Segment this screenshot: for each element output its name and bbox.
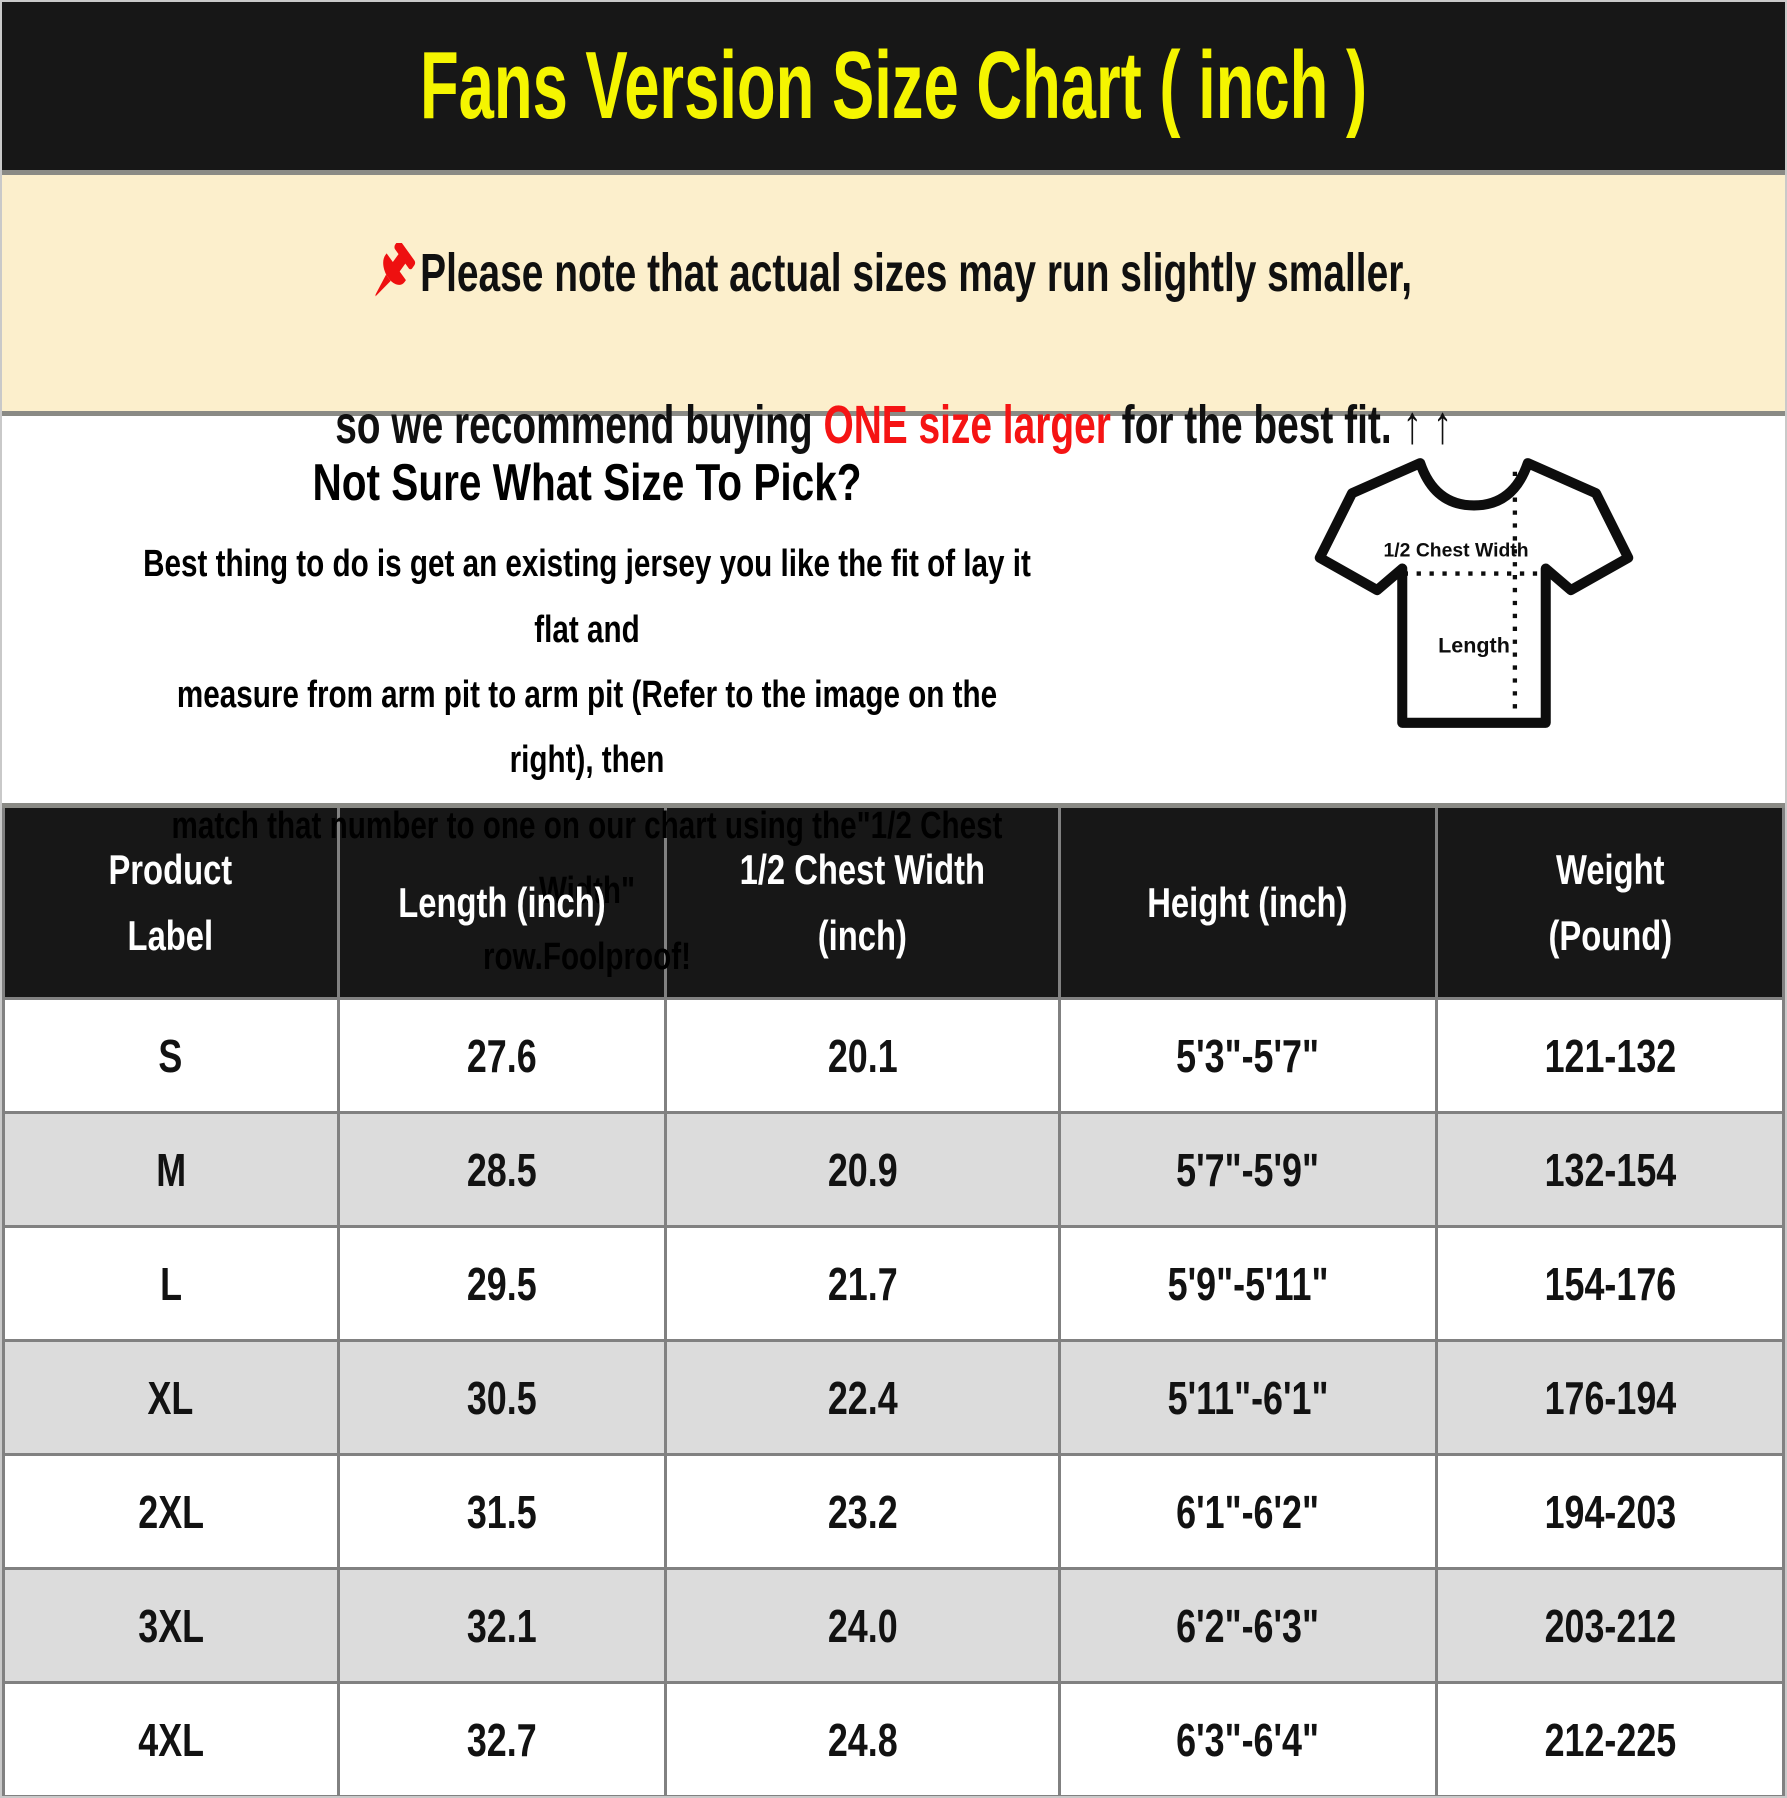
tshirt-measurement-icon: 1/2 Chest Width Length: [1314, 458, 1633, 728]
notice-banner: Please note that actual sizes may run sl…: [2, 170, 1785, 452]
table-header-row: Product Label Length (inch) 1/2 Chest Wi…: [2, 804, 1785, 1000]
sizing-guide-text: Not Sure What Size To Pick? Best thing t…: [2, 416, 1162, 990]
table-cell: 5'7"-5'9": [1057, 1111, 1438, 1228]
table-cell: 24.8: [664, 1681, 1061, 1796]
table-cell: 29.5: [336, 1225, 668, 1342]
col-header-height: Height (inch): [1057, 804, 1438, 1000]
table-cell: 32.7: [336, 1681, 668, 1796]
diagram-chest-label: 1/2 Chest Width: [1383, 539, 1528, 561]
col-header-length: Length (inch): [336, 804, 668, 1000]
table-cell: 27.6: [336, 997, 668, 1114]
table-cell: 132-154: [1434, 1111, 1785, 1228]
title-bar: Fans Version Size Chart ( inch ): [2, 2, 1785, 170]
notice-line-2: so we recommend buying ONE size larger f…: [118, 344, 1669, 452]
table-cell: 3XL: [2, 1567, 340, 1684]
table-cell: 24.0: [664, 1567, 1061, 1684]
table-cell: 4XL: [2, 1681, 340, 1796]
col-header-product-label: Product Label: [2, 804, 340, 1000]
sizing-guide-heading: Not Sure What Size To Pick?: [312, 454, 862, 512]
table-cell: M: [2, 1111, 340, 1228]
table-row: XL 30.5 22.4 5'11"-6'1" 176-194: [2, 1339, 1785, 1456]
table-cell: 23.2: [664, 1453, 1061, 1570]
table-row: L 29.5 21.7 5'9"-5'11" 154-176: [2, 1225, 1785, 1342]
size-table-body: S 27.6 20.1 5'3"-5'7" 121-132 M 28.5 20.9 5'7"-5…: [2, 997, 1785, 1796]
col-header-chest-width: 1/2 Chest Width (inch): [664, 804, 1061, 1000]
table-cell: 21.7: [664, 1225, 1061, 1342]
table-cell: 20.1: [664, 997, 1061, 1114]
pushpin-icon: [373, 189, 415, 310]
table-row: S 27.6 20.1 5'3"-5'7" 121-132: [2, 997, 1785, 1114]
sizing-guide-section: Not Sure What Size To Pick? Best thing t…: [2, 411, 1785, 978]
table-row: 3XL 32.1 24.0 6'2"-6'3" 203-212: [2, 1567, 1785, 1684]
table-cell: 5'9"-5'11": [1057, 1225, 1438, 1342]
table-cell: 154-176: [1434, 1225, 1785, 1342]
table-cell: 22.4: [664, 1339, 1061, 1456]
table-cell: 6'2"-6'3": [1057, 1567, 1438, 1684]
notice-text-2-suffix: for the best fit. ↑ ↑: [1110, 394, 1452, 455]
col-header-weight: Weight (Pound): [1434, 804, 1785, 1000]
sizing-guide-body: Best thing to do is get an existing jers…: [143, 543, 1031, 978]
table-row: M 28.5 20.9 5'7"-5'9" 132-154: [2, 1111, 1785, 1228]
table-cell: 20.9: [664, 1111, 1061, 1228]
table-cell: 6'3"-6'4": [1057, 1681, 1438, 1796]
table-cell: 203-212: [1434, 1567, 1785, 1684]
table-cell: 6'1"-6'2": [1057, 1453, 1438, 1570]
table-cell: 5'11"-6'1": [1057, 1339, 1438, 1456]
table-cell: 2XL: [2, 1453, 340, 1570]
table-cell: L: [2, 1225, 340, 1342]
table-cell: 28.5: [336, 1111, 668, 1228]
table-row: 4XL 32.7 24.8 6'3"-6'4" 212-225: [2, 1681, 1785, 1796]
table-cell: XL: [2, 1339, 340, 1456]
table-cell: S: [2, 997, 340, 1114]
table-cell: 121-132: [1434, 997, 1785, 1114]
table-cell: 194-203: [1434, 1453, 1785, 1570]
table-cell: 32.1: [336, 1567, 668, 1684]
size-table: Product Label Length (inch) 1/2 Chest Wi…: [2, 803, 1785, 1796]
notice-text-2-prefix: so we recommend buying: [335, 394, 824, 455]
notice-text-1: Please note that actual sizes may run sl…: [419, 242, 1412, 303]
tshirt-diagram: 1/2 Chest Width Length: [1162, 416, 1785, 739]
table-cell: 176-194: [1434, 1339, 1785, 1456]
table-cell: 30.5: [336, 1339, 668, 1456]
table-cell: 212-225: [1434, 1681, 1785, 1796]
table-row: 2XL 31.5 23.2 6'1"-6'2" 194-203: [2, 1453, 1785, 1570]
diagram-length-label: Length: [1438, 634, 1510, 658]
table-cell: 5'3"-5'7": [1057, 997, 1438, 1114]
page-title: Fans Version Size Chart ( inch ): [419, 32, 1368, 139]
notice-text-2-highlight: ONE size larger: [823, 394, 1111, 455]
notice-line-1: Please note that actual sizes may run sl…: [174, 135, 1614, 310]
table-cell: 31.5: [336, 1453, 668, 1570]
